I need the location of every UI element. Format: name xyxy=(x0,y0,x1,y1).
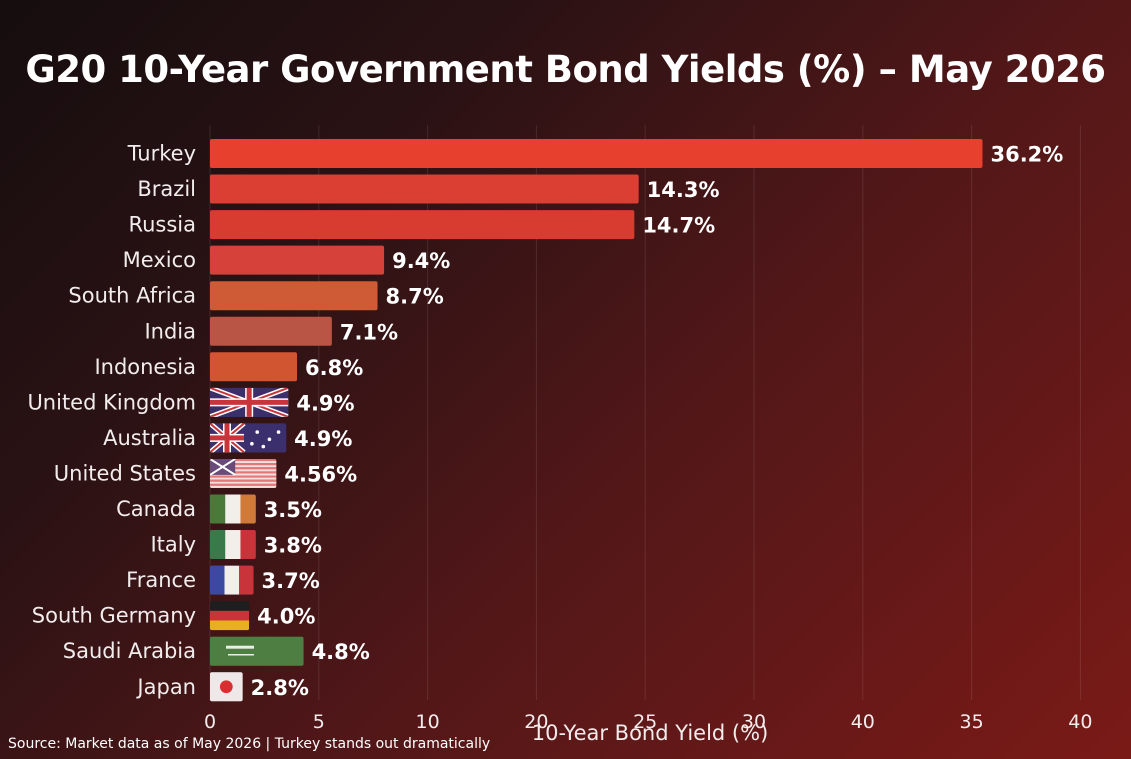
category-label: Russia xyxy=(128,213,196,237)
value-label: 3.5% xyxy=(264,498,322,522)
chart-title: G20 10-Year Government Bond Yields (%) –… xyxy=(25,48,1106,91)
category-label: Mexico xyxy=(123,248,196,272)
japan-flag-icon xyxy=(210,672,243,702)
category-label: South Africa xyxy=(68,284,196,308)
value-label: 6.8% xyxy=(305,356,363,380)
category-label: Italy xyxy=(150,533,196,557)
category-labels: Turkey Brazil Russia Mexico South Africa Indi… xyxy=(27,142,196,699)
us-flag-icon xyxy=(210,458,277,488)
bars xyxy=(210,139,983,702)
value-label: 4.0% xyxy=(257,605,315,629)
x-tick-label: 30 xyxy=(742,711,766,733)
x-axis-ticks: 0 5 10 20 25 30 40 35 40 xyxy=(204,711,1093,733)
category-label: Indonesia xyxy=(94,355,196,379)
x-tick-label: 35 xyxy=(960,711,984,733)
source-note: Source: Market data as of May 2026 | Tur… xyxy=(8,736,491,752)
bar xyxy=(210,210,635,240)
category-label: South Germany xyxy=(32,604,196,628)
bar xyxy=(210,139,983,168)
category-label: Japan xyxy=(135,675,196,699)
category-label: United States xyxy=(54,461,196,485)
bar xyxy=(210,174,639,204)
germany-flag-icon xyxy=(210,601,250,631)
x-tick-label: 10 xyxy=(416,711,440,733)
value-label: 8.7% xyxy=(386,285,444,309)
category-label: Turkey xyxy=(127,142,196,166)
bar xyxy=(210,245,385,275)
bar xyxy=(210,281,378,311)
x-tick-label: 25 xyxy=(633,711,657,733)
canada-flag-icon xyxy=(210,494,256,524)
value-label: 14.7% xyxy=(642,214,715,238)
x-tick-label: 40 xyxy=(1068,711,1092,733)
bar xyxy=(210,316,332,346)
value-label: 7.1% xyxy=(340,320,398,344)
category-label: Australia xyxy=(103,426,196,450)
value-labels: 36.2% 14.3% 14.7% 9.4% 8.7% 7.1% 6.8% 4.9% 4.9% 4… xyxy=(251,143,1064,700)
category-label: France xyxy=(126,568,196,592)
italy-flag-icon xyxy=(210,530,256,560)
category-label: Saudi Arabia xyxy=(63,639,196,663)
value-label: 4.9% xyxy=(296,391,354,415)
value-label: 4.8% xyxy=(312,640,370,664)
value-label: 3.8% xyxy=(264,534,322,558)
category-label: India xyxy=(144,319,196,343)
bar xyxy=(210,352,298,382)
value-label: 4.56% xyxy=(284,462,357,486)
x-axis-label: 10-Year Bond Yield (%) xyxy=(532,721,769,745)
value-label: 3.7% xyxy=(262,569,320,593)
france-flag-icon xyxy=(210,565,254,595)
category-label: United Kingdom xyxy=(27,390,196,414)
saudi-arabia-flag-icon xyxy=(210,636,304,666)
value-label: 4.9% xyxy=(294,427,352,451)
x-tick-label: 40 xyxy=(851,711,875,733)
x-tick-label: 5 xyxy=(313,711,325,733)
value-label: 14.3% xyxy=(647,178,720,202)
x-tick-label: 0 xyxy=(204,711,216,733)
x-tick-label: 20 xyxy=(524,711,548,733)
value-label: 36.2% xyxy=(990,143,1063,167)
value-label: 9.4% xyxy=(392,249,450,273)
category-label: Brazil xyxy=(137,177,196,201)
value-label: 2.8% xyxy=(251,676,309,700)
australia-flag-icon xyxy=(210,423,287,453)
category-label: Canada xyxy=(116,497,196,521)
uk-flag-icon xyxy=(210,387,289,417)
